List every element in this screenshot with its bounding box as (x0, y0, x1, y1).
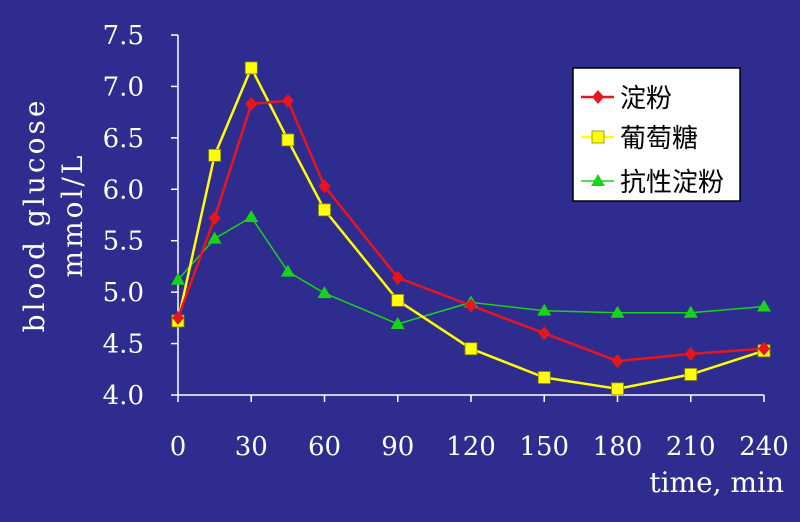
data-point (611, 354, 624, 369)
data-point (171, 272, 185, 285)
legend-label: 葡萄糖 (620, 124, 698, 154)
x-tick-label: 60 (308, 432, 341, 462)
y-tick-label: 7.5 (103, 21, 144, 51)
x-tick-label: 0 (170, 432, 187, 462)
data-point (318, 203, 331, 217)
y-tick-label: 5.5 (103, 227, 144, 257)
data-point (172, 310, 184, 325)
y-tick-label: 6.0 (103, 175, 144, 205)
series-layer (171, 61, 771, 396)
y-axis-title-line2: mmol/L (56, 153, 89, 278)
y-axis-title-line1: blood glucose (18, 98, 51, 333)
data-point (207, 231, 222, 244)
data-point (757, 299, 771, 312)
x-tick-label: 120 (446, 432, 496, 462)
data-point (537, 371, 551, 384)
data-point (390, 317, 405, 330)
data-point (244, 210, 259, 223)
data-point (318, 179, 331, 194)
legend-label: 淀粉 (620, 84, 672, 114)
data-point (684, 368, 698, 381)
data-point (391, 270, 404, 285)
axes-layer: 4.0 4.5 5.0 5.5 6.0 6.5 7.0 7.5 0 30 60 90 120 150 180… (103, 21, 789, 462)
data-point (591, 130, 605, 144)
y-tick-label: 4.0 (103, 381, 144, 411)
x-axis-title: time, min (649, 466, 784, 499)
x-tick-label: 90 (381, 432, 414, 462)
data-point (208, 148, 222, 162)
data-point (281, 93, 294, 108)
x-tick-label: 30 (235, 432, 268, 462)
data-point (465, 298, 477, 313)
x-tick-label: 150 (519, 432, 569, 462)
data-point (758, 341, 770, 356)
x-tick-label: 210 (666, 432, 716, 462)
data-point (245, 96, 258, 111)
y-tick-label: 5.0 (103, 278, 144, 308)
data-point (281, 133, 295, 147)
data-point (538, 326, 551, 341)
y-tick-label: 7.0 (103, 72, 144, 102)
x-tick-label: 180 (593, 432, 643, 462)
data-point (280, 264, 295, 277)
data-point (591, 174, 605, 186)
data-point (683, 305, 698, 318)
data-point (592, 90, 604, 104)
axis-labels: time, min blood glucose mmol/L (18, 98, 784, 499)
data-point (317, 286, 332, 299)
y-tick-label: 6.5 (103, 124, 144, 154)
x-tick-label: 240 (739, 432, 789, 462)
data-point (244, 61, 258, 75)
data-point (610, 305, 625, 318)
data-point (611, 382, 624, 396)
data-point (684, 346, 697, 361)
y-tick-label: 4.5 (103, 330, 144, 360)
data-point (208, 211, 221, 226)
data-point (391, 293, 405, 307)
data-point (464, 342, 478, 356)
data-point (537, 303, 552, 316)
legend-label: 抗性淀粉 (620, 168, 724, 198)
